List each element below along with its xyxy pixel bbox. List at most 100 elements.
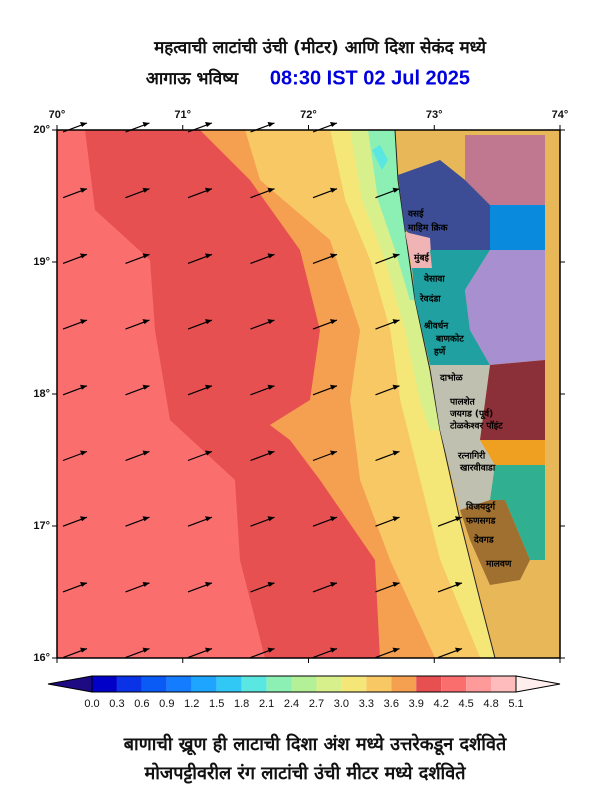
district — [460, 500, 530, 585]
colorbar-label: 0.9 — [159, 698, 174, 710]
colorbar-segment — [141, 676, 167, 692]
arrow-head — [205, 450, 212, 456]
arrow-head — [330, 319, 337, 325]
colorbar-label: 2.1 — [259, 698, 274, 710]
latitude-label: 18° — [33, 388, 50, 400]
district — [398, 160, 490, 250]
sea-band — [350, 130, 440, 430]
arrow-head — [330, 122, 337, 127]
arrow-head — [267, 450, 275, 456]
arrow-head — [392, 581, 400, 587]
arrow-head — [142, 581, 150, 587]
place-label: टोळकेश्वर पॉइंट — [449, 420, 503, 432]
footer-line: बाणाची ख्रूण ही लाटाची दिशा अंश मध्ये उत… — [123, 733, 507, 756]
latitude-label: 17° — [33, 520, 50, 532]
arrow-head — [267, 384, 275, 390]
arrow-head — [142, 253, 150, 259]
colorbar-label: 0.3 — [109, 698, 124, 710]
arrow-head — [205, 319, 212, 325]
colorbar-label: 4.2 — [434, 698, 449, 710]
colorbar-segment — [92, 676, 117, 692]
arrow-head — [392, 253, 400, 259]
arrow-head — [205, 581, 212, 587]
arrow-head — [205, 647, 212, 653]
colorbar-label: 3.9 — [409, 698, 424, 710]
place-label: देवगड — [473, 534, 495, 546]
colorbar-segment — [191, 676, 217, 692]
longitude-label: 74° — [552, 109, 569, 121]
arrow-head — [80, 384, 87, 390]
place-label: हर्णे — [433, 346, 446, 358]
arrow-head — [80, 450, 87, 456]
arrow-head — [205, 384, 212, 390]
arrow-head — [330, 450, 337, 456]
arrow-head — [267, 516, 275, 522]
sea-band — [368, 130, 415, 300]
place-label: जयगड (पूर्व) — [449, 408, 493, 420]
arrow-head — [267, 647, 275, 653]
longitude-label: 71° — [174, 109, 191, 121]
place-label: माहिम क्रिक — [407, 222, 449, 234]
longitude-label: 72° — [300, 109, 317, 121]
latitude-label: 19° — [33, 256, 50, 268]
arrow-head — [392, 647, 400, 653]
arrow-head — [205, 187, 212, 193]
place-label: मुंबई — [413, 252, 430, 264]
footer-line: मोजपट्टीवरील रंग लाटांची उंची मीटर मध्ये… — [143, 762, 466, 784]
arrow-head — [267, 122, 275, 127]
arrow-head — [205, 516, 212, 522]
colorbar-label: 1.5 — [209, 698, 224, 710]
arrow-head — [80, 647, 87, 653]
place-label: विजयदुर्ग — [465, 501, 496, 513]
title: महत्वाची लाटांची उंची (मीटर) आणि दिशा से… — [153, 37, 487, 58]
district — [490, 205, 545, 250]
arrow-head — [455, 516, 462, 522]
colorbar-label: 5.1 — [508, 698, 523, 710]
district — [430, 365, 495, 510]
arrow-head — [330, 384, 337, 390]
place-label: पालशेत — [449, 396, 476, 408]
longitude-label: 73° — [426, 109, 443, 121]
arrow-head — [392, 319, 400, 325]
colorbar-frame — [91, 675, 517, 693]
colorbar-segment — [166, 676, 192, 692]
colorbar-segment — [241, 676, 267, 692]
place-label: मालवण — [485, 560, 512, 570]
arrow-head — [80, 122, 87, 127]
arrow-head — [142, 122, 150, 127]
arrow-head — [455, 647, 462, 653]
place-label: श्रीवर्धन — [423, 320, 449, 332]
place-label: बाणकोट — [435, 333, 464, 345]
arrow-head — [205, 253, 212, 259]
arrow-head — [330, 647, 337, 653]
arrow-head — [142, 319, 150, 325]
colorbar-label: 0.0 — [84, 698, 99, 710]
colorbar: 0.0 0.3 0.6 0.9 1.2 1.5 1.8 2.1 2.4 2.7 3.0 3.3 3.6 3… — [47, 675, 561, 710]
latitude-label: 16° — [33, 652, 50, 664]
district — [405, 232, 432, 268]
arrow-head — [80, 253, 87, 259]
arrow-head — [267, 187, 275, 193]
colorbar-segment — [366, 676, 392, 692]
colorbar-label: 3.6 — [384, 698, 399, 710]
district — [480, 440, 545, 465]
arrow-head — [330, 516, 337, 522]
arrow-head — [267, 253, 275, 259]
arrow-head — [330, 253, 337, 259]
arrow-head — [392, 384, 400, 390]
arrow-head — [455, 581, 462, 587]
district — [412, 250, 490, 365]
colorbar-segment — [291, 676, 317, 692]
arrow-head — [80, 516, 87, 522]
wave-arrows — [62, 122, 463, 659]
colorbar-segment — [116, 676, 142, 692]
arrow-head — [142, 384, 150, 390]
colorbar-segment — [391, 676, 417, 692]
colorbar-label: 1.8 — [234, 698, 249, 710]
arrow-head — [267, 581, 275, 587]
sea-band — [85, 130, 380, 658]
place-label: दाभोळ — [439, 372, 464, 384]
arrow-head — [142, 450, 150, 456]
colorbar-segment — [491, 676, 516, 692]
